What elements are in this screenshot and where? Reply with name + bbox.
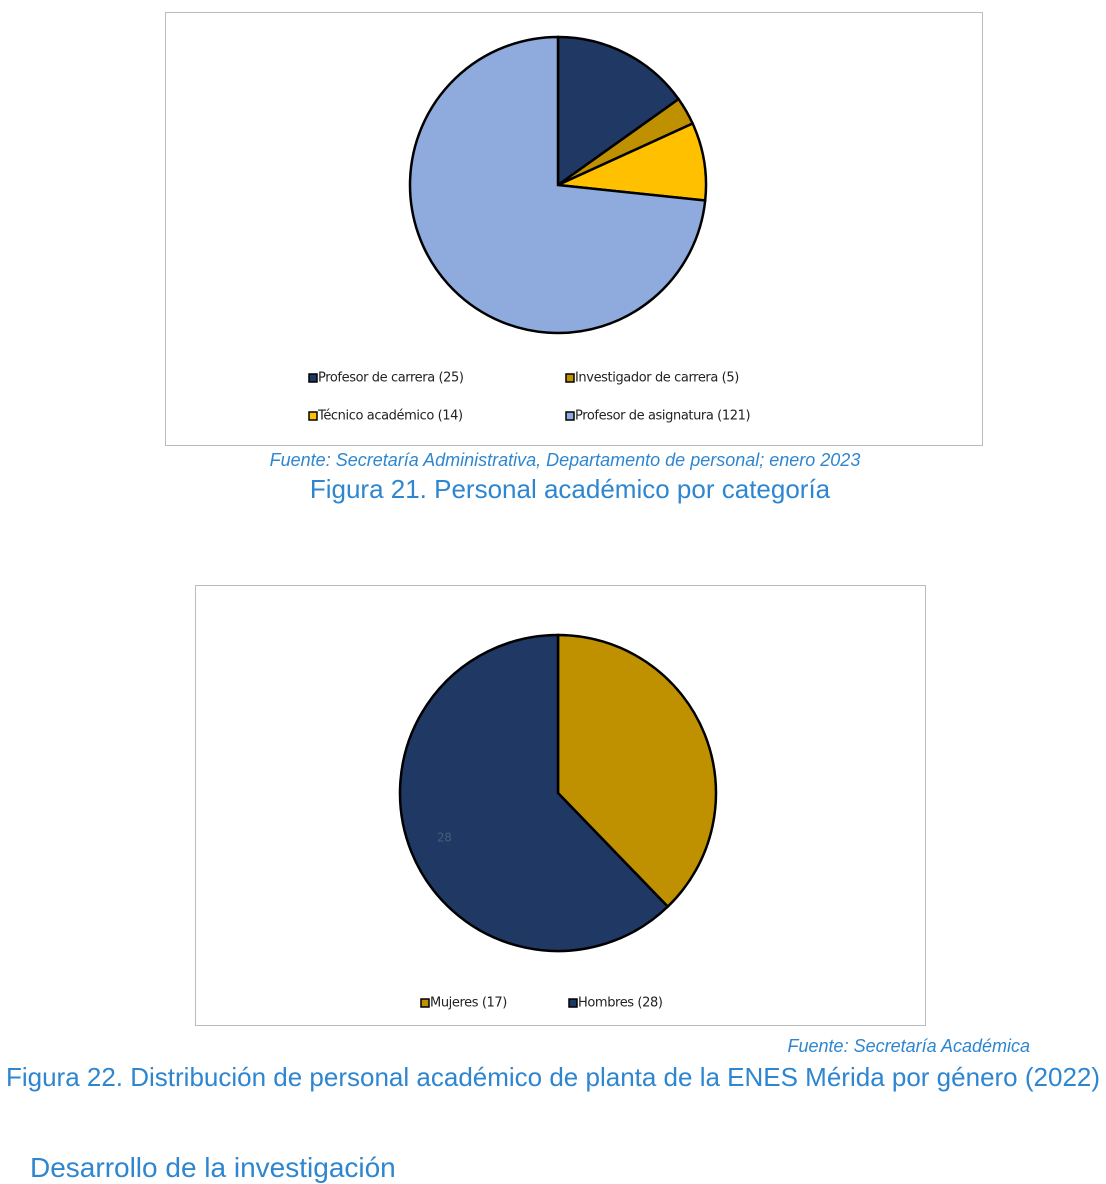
- legend-swatch: [568, 998, 578, 1008]
- pie-slice: [408, 35, 707, 335]
- legend-label: Profesor de carrera (25): [318, 371, 464, 386]
- pie-slice: [556, 633, 718, 909]
- legend-swatch: [308, 411, 318, 421]
- figure-caption: Figura 21. Personal académico por catego…: [309, 474, 831, 504]
- legend-swatch: [565, 373, 575, 383]
- legend-label: Técnico académico (14): [317, 409, 463, 424]
- legend-swatch: [565, 411, 575, 421]
- source-note: Fuente: Secretaría Académica: [787, 1036, 1030, 1056]
- legend-swatch: [420, 998, 430, 1008]
- figure-caption: Figura 22. Distribución de personal acad…: [5, 1062, 1101, 1092]
- data-label: 28: [437, 831, 451, 845]
- source-note: Fuente: Secretaría Administrativa, Depar…: [269, 450, 861, 470]
- legend-label: Investigador de carrera (5): [575, 371, 739, 386]
- pie-slice: [556, 35, 681, 188]
- section-heading: Desarrollo de la investigación: [30, 1152, 396, 1183]
- legend-swatch: [308, 373, 318, 383]
- pie-slice: [398, 633, 670, 953]
- legend-label: Profesor de asignatura (121): [575, 409, 750, 424]
- legend-label: Mujeres (17): [430, 996, 507, 1011]
- legend-label: Hombres (28): [578, 996, 663, 1011]
